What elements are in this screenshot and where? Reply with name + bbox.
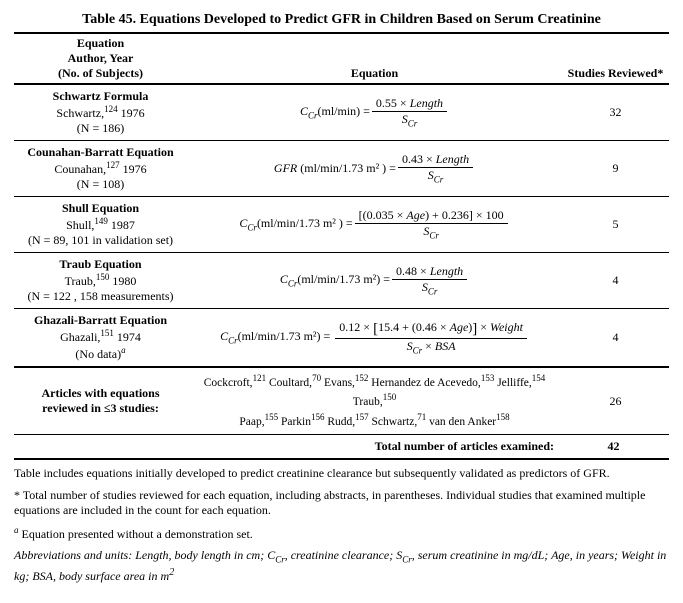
eq-name: Traub Equation — [59, 257, 141, 271]
footnotes: Table includes equations initially devel… — [14, 466, 669, 585]
total-row: Total number of articles examined: 42 — [14, 435, 669, 459]
ref-year: 1974 — [114, 330, 141, 344]
equation-cell: CCr(ml/min/1.73 m²) = 0.48 × LengthSCr — [187, 253, 562, 309]
ref: Counahan,127 1976 — [54, 162, 146, 176]
studies-count: 32 — [562, 85, 669, 141]
n-subjects: (N = 186) — [77, 121, 124, 135]
table-title: Table 45. Equations Developed to Predict… — [14, 12, 669, 28]
equation-cell: CCr(ml/min/1.73 m²) = 0.12 × [15.4 + (0.… — [187, 309, 562, 367]
studies-count: 9 — [562, 141, 669, 197]
table-row: Ghazali-Barratt Equation Ghazali,151 197… — [14, 309, 669, 367]
footnote-a: a Equation presented without a demonstra… — [14, 525, 669, 543]
footnote-star: * Total number of studies reviewed for e… — [14, 488, 669, 519]
table-row: Shull Equation Shull,149 1987(N = 89, 101… — [14, 197, 669, 253]
n-subjects: (N = 89, 101 in validation set) — [28, 233, 173, 247]
studies-count: 26 — [562, 368, 669, 435]
col-studies: Studies Reviewed* — [562, 34, 669, 84]
table-row: Traub Equation Traub,150 1980(N = 122 , 1… — [14, 253, 669, 309]
eq-name: Shull Equation — [62, 201, 139, 215]
footnote-intro: Table includes equations initially devel… — [14, 466, 669, 482]
n-subjects: (No data)a — [75, 347, 125, 361]
header-row: EquationAuthor, Year(No. of Subjects) Eq… — [14, 34, 669, 84]
abbreviations: Abbreviations and units: Length, body le… — [14, 548, 669, 585]
n-subjects: (N = 122 , 158 measurements) — [27, 289, 173, 303]
ref: Traub,150 1980 — [65, 274, 137, 288]
n-subjects: (N = 108) — [77, 177, 124, 191]
articles-row: Articles with equations reviewed in ≤3 s… — [14, 368, 669, 435]
table-row: Counahan-Barratt Equation Counahan,127 19… — [14, 141, 669, 197]
ref-author: Ghazali, — [60, 330, 100, 344]
eq-name: Ghazali-Barratt Equation — [34, 313, 167, 327]
articles-label: Articles with equations reviewed in ≤3 s… — [42, 386, 160, 415]
articles-list: Cockcroft,121 Coultard,70 Evans,152 Hern… — [187, 368, 562, 435]
eq-name: Counahan-Barratt Equation — [27, 145, 173, 159]
studies-count: 5 — [562, 197, 669, 253]
studies-count: 4 — [562, 253, 669, 309]
col-equation: Equation — [187, 34, 562, 84]
studies-count: 4 — [562, 309, 669, 367]
ref-num: 151 — [100, 328, 114, 338]
equation-cell: CCr(ml/min/1.73 m² ) = [(0.035 × Age) + … — [187, 197, 562, 253]
ref: Schwartz,124 1976 — [56, 106, 144, 120]
equations-table: EquationAuthor, Year(No. of Subjects) Eq… — [14, 32, 669, 460]
total-value: 42 — [562, 435, 669, 459]
table-row: Schwartz Formula Schwartz,124 1976(N = 18… — [14, 85, 669, 141]
col-author: EquationAuthor, Year(No. of Subjects) — [14, 34, 187, 84]
equation-cell: GFR (ml/min/1.73 m² ) = 0.43 × LengthSCr — [187, 141, 562, 197]
ref: Shull,149 1987 — [66, 218, 135, 232]
equation-cell: CCr(ml/min) = 0.55 × LengthSCr — [187, 85, 562, 141]
total-label: Total number of articles examined: — [14, 435, 562, 459]
eq-name: Schwartz Formula — [53, 89, 149, 103]
